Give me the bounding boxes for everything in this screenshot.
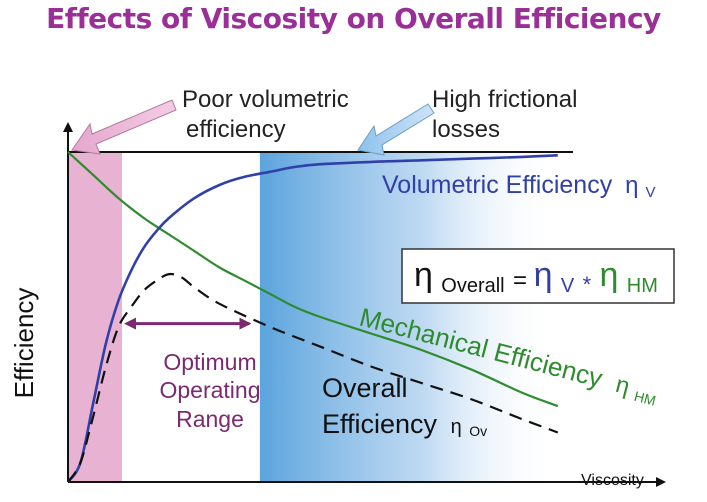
high-callout-arrow xyxy=(357,103,435,156)
overall-label-line1: Overall xyxy=(322,373,408,403)
overall-label-text: Efficiency xyxy=(322,409,438,439)
formula-box xyxy=(401,248,675,304)
mechanical-efficiency-line xyxy=(67,151,559,408)
volumetric-sub: V xyxy=(645,184,655,201)
high-callout-line1: High frictional xyxy=(432,86,577,113)
formula-sub-hm: HM xyxy=(627,275,658,297)
volumetric-label-text: Volumetric Efficiency xyxy=(382,171,613,199)
mechanical-sub: HM xyxy=(633,388,658,409)
optimum-label-line3: Range xyxy=(176,406,244,432)
poor-callout-arrow xyxy=(71,99,177,155)
x-axis-label: Viscosity xyxy=(581,472,644,489)
formula-equals: = xyxy=(513,267,534,294)
formula-eta-hm: η xyxy=(600,256,619,294)
y-axis-label: Efficiency xyxy=(9,288,39,399)
volumetric-efficiency-line xyxy=(66,154,558,483)
optimum-label-line2: Operating xyxy=(159,377,260,403)
high-callout-line2: losses xyxy=(432,116,500,143)
chart-title: Effects of Viscosity on Overall Efficien… xyxy=(46,2,661,35)
overall-sub: Ov xyxy=(469,423,487,439)
poor-callout-line2: efficiency xyxy=(186,116,286,143)
formula-star: * xyxy=(583,272,592,297)
high-frictional-region xyxy=(259,152,558,482)
formula-eta-overall: η xyxy=(414,256,433,294)
volumetric-label: Volumetric Efficiency η V xyxy=(382,171,655,201)
overall-efficiency-line xyxy=(67,272,559,483)
optimum-label-line1: Optimum xyxy=(163,349,256,375)
overall-eta: η xyxy=(451,416,462,438)
overall-label-line2: Efficiency η Ov xyxy=(322,409,487,439)
volumetric-eta: η xyxy=(625,172,638,199)
formula-sub-v: V xyxy=(561,275,575,297)
formula-sub-overall: Overall xyxy=(441,275,504,297)
poor-callout-line1: Poor volumetric xyxy=(182,86,349,113)
mechanical-eta: η xyxy=(613,371,633,400)
formula-text: η Overall = η V * η HM xyxy=(414,256,658,299)
formula-eta-v: η xyxy=(534,256,553,294)
